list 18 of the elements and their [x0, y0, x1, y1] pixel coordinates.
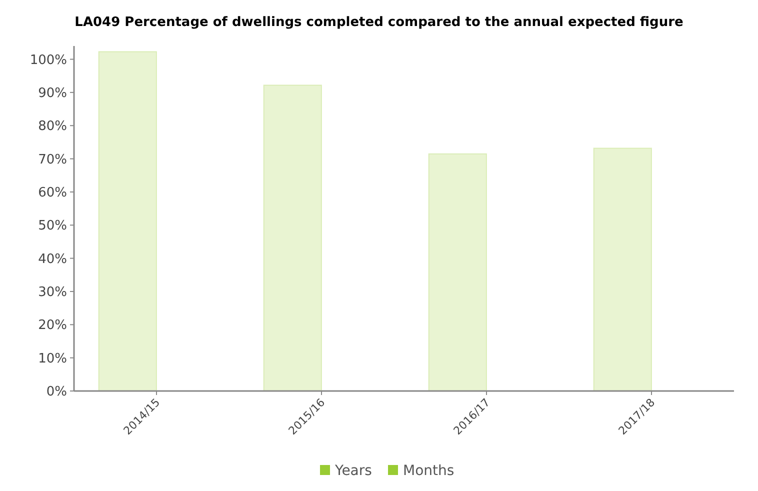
y-tick-label: 0% [46, 384, 67, 400]
bar [428, 153, 487, 392]
y-tick-label: 30% [38, 285, 67, 300]
y-tick-label: 60% [38, 186, 67, 201]
bar [98, 51, 157, 392]
bar [593, 148, 652, 392]
y-tick-label: 70% [38, 152, 67, 168]
y-tick-label: 40% [38, 252, 67, 267]
y-tick-label: 100% [30, 52, 67, 68]
legend-label: Months [403, 463, 454, 479]
y-tick-label: 10% [38, 351, 67, 366]
y-tick-label: 90% [38, 86, 67, 101]
y-tick-label: 20% [38, 318, 67, 334]
bar [263, 84, 322, 392]
legend-label: Years [334, 463, 372, 479]
y-tick-label: 80% [38, 119, 67, 134]
chart-title: LA049 Percentage of dwellings completed compared to the annual expected figure [74, 15, 684, 30]
y-tick-label: 50% [38, 218, 67, 234]
